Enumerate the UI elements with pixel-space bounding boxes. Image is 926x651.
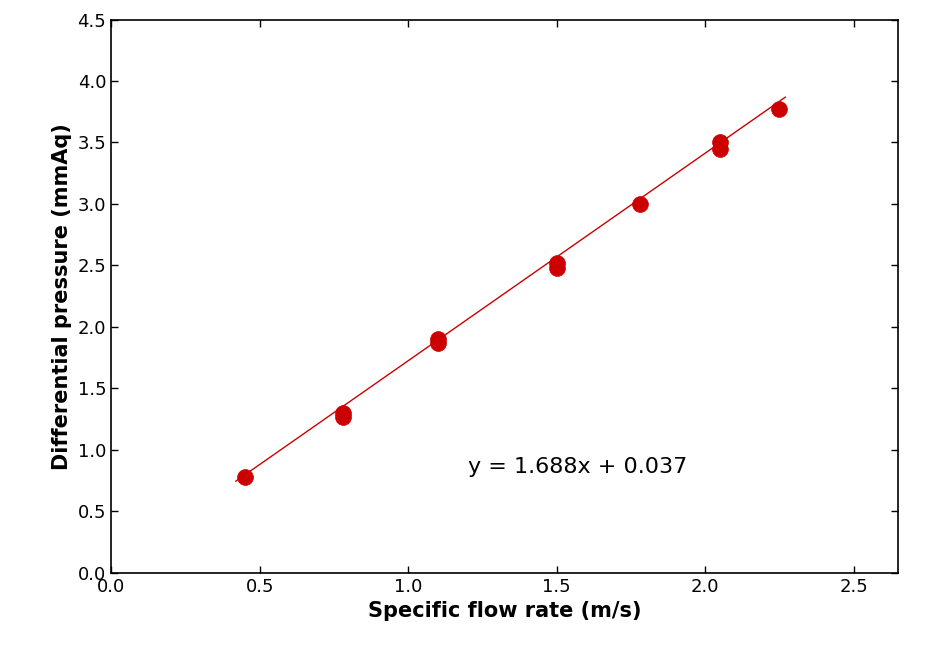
Point <box>431 334 445 344</box>
Point <box>335 408 350 418</box>
Point <box>237 472 252 482</box>
Point <box>335 411 350 422</box>
X-axis label: Specific flow rate (m/s): Specific flow rate (m/s) <box>368 602 642 621</box>
Point <box>713 143 728 154</box>
Point <box>632 199 647 209</box>
Point <box>431 338 445 348</box>
Point <box>772 104 787 115</box>
Y-axis label: Differential pressure (mmAq): Differential pressure (mmAq) <box>52 123 72 469</box>
Point <box>549 263 564 273</box>
Text: y = 1.688x + 0.037: y = 1.688x + 0.037 <box>468 457 687 477</box>
Point <box>549 258 564 268</box>
Point <box>713 137 728 148</box>
